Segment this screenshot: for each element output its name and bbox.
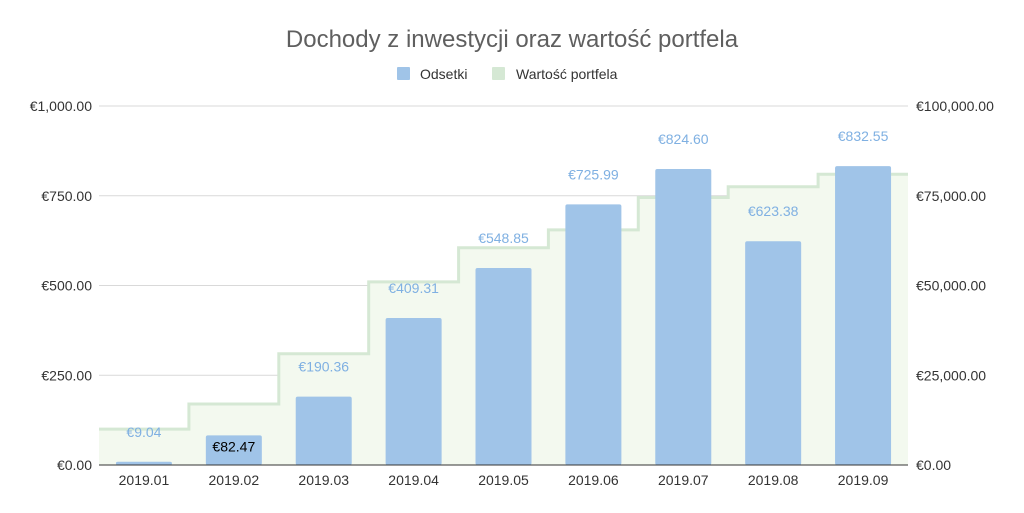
x-tick-label: 2019.03 [298, 472, 349, 488]
legend-swatch-wartosc-portfela [492, 67, 505, 80]
y-right-tick-label: €50,000.00 [916, 278, 986, 294]
y-right-tick-label: €75,000.00 [916, 188, 986, 204]
x-tick-label: 2019.04 [388, 472, 439, 488]
y-left-tick-label: €500.00 [41, 278, 92, 294]
y-right-tick-label: €100,000.00 [916, 98, 994, 114]
x-tick-label: 2019.09 [838, 472, 889, 488]
x-tick-label: 2019.05 [478, 472, 529, 488]
axes: €0.00 €0.00 €250.00 €25,000.00 €500.00 €50,00… [30, 98, 994, 488]
x-tick-label: 2019.07 [658, 472, 709, 488]
bar-data-label: €82.47 [212, 438, 255, 454]
bar-data-label: €548.85 [478, 230, 529, 246]
bar-data-label: €190.36 [298, 359, 349, 375]
bar-data-label: €623.38 [748, 203, 799, 219]
bar [565, 204, 622, 466]
x-tick-label: 2019.06 [568, 472, 619, 488]
bar [745, 241, 802, 465]
legend-swatch-odsetki [397, 67, 410, 80]
chart-title: Dochody z inwestycji oraz wartość portfe… [286, 26, 739, 53]
legend-label-wartosc-portfela: Wartość portfela [516, 66, 618, 82]
y-right-tick-label: €0.00 [916, 457, 951, 473]
bar-data-label: €824.60 [658, 131, 709, 147]
y-left-tick-label: €750.00 [41, 188, 92, 204]
y-right-tick-label: €25,000.00 [916, 367, 986, 383]
bar [115, 461, 172, 465]
bar-data-labels: €9.04 €82.47 €190.36 €409.31 €548.85 €725.99 €… [126, 128, 888, 454]
bar-data-label: €832.55 [838, 128, 889, 144]
bar [835, 166, 892, 465]
interest-bars [115, 166, 892, 466]
bar [655, 168, 712, 465]
legend: Odsetki Wartość portfela [397, 66, 618, 82]
bar [295, 396, 352, 465]
bar [385, 318, 442, 465]
y-left-tick-label: €0.00 [57, 457, 92, 473]
bar [475, 267, 532, 465]
bar-data-label: €725.99 [568, 166, 619, 182]
portfolio-value-line [99, 172, 908, 431]
bar-data-label: €9.04 [126, 424, 161, 440]
y-left-tick-label: €250.00 [41, 367, 92, 383]
bar [205, 435, 262, 465]
x-tick-label: 2019.08 [748, 472, 799, 488]
y-left-tick-label: €1,000.00 [30, 98, 92, 114]
bar-data-label: €409.31 [388, 280, 439, 296]
legend-label-odsetki: Odsetki [420, 66, 467, 82]
x-tick-label: 2019.02 [209, 472, 260, 488]
x-tick-label: 2019.01 [119, 472, 170, 488]
